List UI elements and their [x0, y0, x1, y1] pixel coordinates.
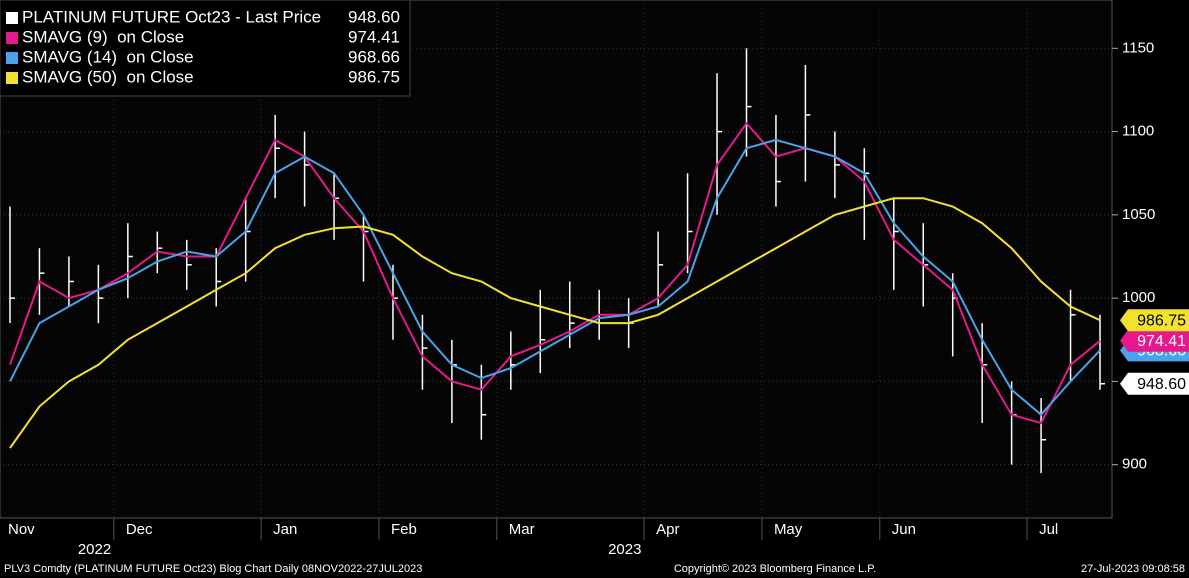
- value-tag-label: 974.41: [1137, 333, 1186, 350]
- legend-value: 986.75: [348, 67, 400, 86]
- x-tick-label: Mar: [509, 521, 535, 538]
- year-label: 2023: [608, 541, 641, 558]
- y-tick-label: 1000: [1122, 289, 1155, 306]
- x-tick-label: Jan: [273, 521, 297, 538]
- x-tick-label: Nov: [8, 521, 35, 538]
- x-tick-label: May: [774, 521, 803, 538]
- legend-label: PLATINUM FUTURE Oct23 - Last Price: [22, 7, 321, 26]
- sma-line: [9, 138, 1101, 417]
- legend-value: 948.60: [348, 7, 400, 26]
- legend-swatch: [6, 52, 18, 64]
- legend-label: SMAVG (14) on Close: [22, 47, 194, 66]
- legend-swatch: [6, 12, 18, 24]
- value-tag: [1120, 309, 1189, 332]
- value-tag-label: 948.60: [1137, 376, 1186, 393]
- x-tick-label: Jul: [1039, 521, 1058, 538]
- x-tick-label: Apr: [656, 521, 679, 538]
- footer-left: PLV3 Comdty (PLATINUM FUTURE Oct23) Blog…: [4, 563, 422, 575]
- value-tag-label: 986.75: [1137, 312, 1186, 329]
- x-tick-label: Dec: [126, 521, 153, 538]
- sma-line: [9, 197, 1101, 449]
- x-tick-label: Jun: [892, 521, 916, 538]
- legend-value: 974.41: [348, 27, 400, 46]
- value-tag: [1120, 329, 1189, 352]
- y-tick-label: 1050: [1122, 206, 1155, 223]
- y-tick-label: 1150: [1122, 39, 1154, 56]
- legend-swatch: [6, 32, 18, 44]
- y-tick-label: 1100: [1122, 123, 1154, 140]
- legend-value: 968.66: [348, 47, 400, 66]
- legend-box: [0, 0, 411, 97]
- legend-label: SMAVG (50) on Close: [22, 67, 194, 86]
- footer-right: 27-Jul-2023 09:08:58: [1081, 563, 1185, 575]
- year-label: 2022: [78, 541, 111, 558]
- footer-center: Copyright© 2023 Bloomberg Finance L.P.: [674, 563, 876, 575]
- legend-label: SMAVG (9) on Close: [22, 27, 184, 46]
- sma-line: [9, 121, 1101, 425]
- value-tag: [1120, 372, 1189, 395]
- x-tick-label: Feb: [391, 521, 417, 538]
- legend-swatch: [6, 72, 18, 84]
- y-tick-label: 900: [1122, 456, 1147, 473]
